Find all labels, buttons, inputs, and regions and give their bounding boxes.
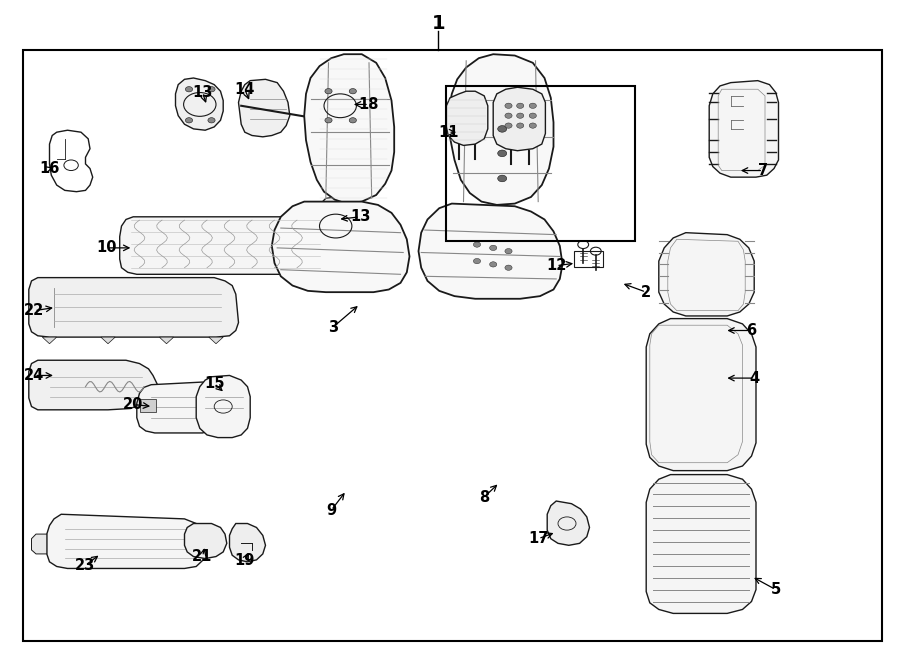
Polygon shape bbox=[709, 81, 778, 177]
Polygon shape bbox=[176, 78, 223, 130]
Polygon shape bbox=[196, 375, 250, 438]
Circle shape bbox=[208, 118, 215, 123]
Text: 5: 5 bbox=[770, 582, 781, 597]
Text: 6: 6 bbox=[746, 323, 757, 338]
Circle shape bbox=[490, 245, 497, 251]
Text: 3: 3 bbox=[328, 320, 338, 334]
Text: 21: 21 bbox=[193, 549, 212, 564]
Text: 12: 12 bbox=[546, 258, 566, 273]
Polygon shape bbox=[317, 79, 364, 132]
Circle shape bbox=[185, 87, 193, 92]
Circle shape bbox=[505, 249, 512, 254]
Circle shape bbox=[505, 123, 512, 128]
Circle shape bbox=[517, 103, 524, 108]
Polygon shape bbox=[209, 337, 223, 344]
Text: 23: 23 bbox=[76, 558, 95, 572]
Circle shape bbox=[473, 242, 481, 247]
Text: 2: 2 bbox=[641, 285, 652, 299]
Bar bbox=[446, 86, 634, 241]
Bar bbox=[22, 50, 882, 641]
Circle shape bbox=[505, 265, 512, 270]
Circle shape bbox=[185, 118, 193, 123]
Circle shape bbox=[349, 118, 356, 123]
Text: 10: 10 bbox=[96, 241, 116, 255]
Text: 22: 22 bbox=[24, 303, 44, 318]
Circle shape bbox=[529, 123, 536, 128]
Circle shape bbox=[517, 113, 524, 118]
Circle shape bbox=[490, 262, 497, 267]
Circle shape bbox=[208, 87, 215, 92]
Text: 13: 13 bbox=[193, 85, 212, 100]
Circle shape bbox=[498, 150, 507, 157]
Circle shape bbox=[325, 89, 332, 94]
Circle shape bbox=[517, 123, 524, 128]
Text: 18: 18 bbox=[359, 97, 379, 112]
Text: 8: 8 bbox=[479, 490, 490, 504]
Polygon shape bbox=[47, 514, 205, 568]
Polygon shape bbox=[272, 202, 410, 292]
Polygon shape bbox=[304, 54, 394, 204]
Circle shape bbox=[505, 103, 512, 108]
Bar bbox=[574, 251, 603, 267]
Circle shape bbox=[349, 89, 356, 94]
Polygon shape bbox=[184, 524, 227, 559]
Polygon shape bbox=[32, 534, 47, 554]
Text: 16: 16 bbox=[40, 161, 59, 176]
Polygon shape bbox=[101, 337, 115, 344]
Text: 13: 13 bbox=[350, 210, 370, 224]
Bar bbox=[140, 399, 156, 412]
Polygon shape bbox=[446, 91, 488, 145]
Polygon shape bbox=[42, 337, 57, 344]
Polygon shape bbox=[659, 233, 754, 316]
Text: 15: 15 bbox=[204, 376, 224, 391]
Polygon shape bbox=[418, 204, 562, 299]
Polygon shape bbox=[50, 130, 93, 192]
Text: 4: 4 bbox=[749, 371, 760, 385]
Polygon shape bbox=[29, 278, 239, 337]
Polygon shape bbox=[120, 217, 326, 274]
Text: 7: 7 bbox=[758, 163, 769, 178]
Text: 17: 17 bbox=[528, 531, 548, 546]
Polygon shape bbox=[448, 54, 554, 205]
Polygon shape bbox=[310, 197, 362, 253]
Text: 11: 11 bbox=[438, 125, 458, 139]
Polygon shape bbox=[159, 337, 174, 344]
Polygon shape bbox=[493, 87, 545, 151]
Polygon shape bbox=[646, 475, 756, 613]
Circle shape bbox=[498, 126, 507, 132]
Circle shape bbox=[325, 118, 332, 123]
Polygon shape bbox=[29, 360, 158, 410]
Circle shape bbox=[529, 113, 536, 118]
Circle shape bbox=[505, 113, 512, 118]
Polygon shape bbox=[238, 79, 290, 137]
Circle shape bbox=[473, 258, 481, 264]
Text: 9: 9 bbox=[326, 503, 337, 518]
Polygon shape bbox=[547, 501, 590, 545]
Circle shape bbox=[498, 175, 507, 182]
Polygon shape bbox=[646, 319, 756, 471]
Text: 1: 1 bbox=[431, 14, 446, 32]
Circle shape bbox=[529, 103, 536, 108]
Polygon shape bbox=[137, 382, 223, 433]
Text: 24: 24 bbox=[24, 368, 44, 383]
Text: 14: 14 bbox=[235, 82, 255, 97]
Text: 19: 19 bbox=[235, 553, 255, 568]
Text: 20: 20 bbox=[123, 397, 143, 412]
Polygon shape bbox=[230, 524, 266, 562]
